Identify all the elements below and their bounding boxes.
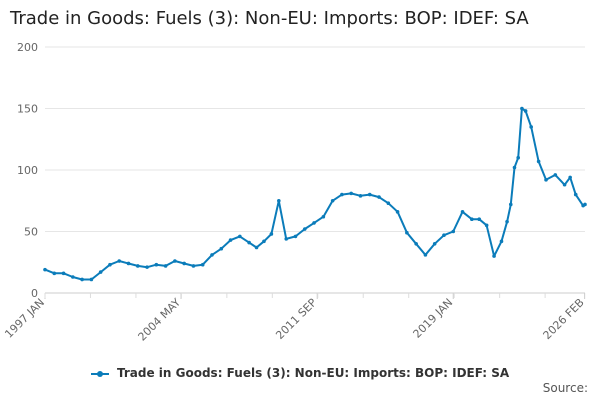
data-point[interactable] <box>432 242 437 246</box>
data-point[interactable] <box>61 271 66 276</box>
series-line <box>44 107 586 281</box>
chart-title: Trade in Goods: Fuels (3): Non-EU: Impor… <box>10 8 529 29</box>
data-point[interactable] <box>89 277 94 282</box>
data-point[interactable] <box>269 232 274 236</box>
data-point[interactable] <box>340 192 344 197</box>
data-point[interactable] <box>484 223 489 228</box>
data-point[interactable] <box>520 106 524 111</box>
data-point[interactable] <box>247 240 251 245</box>
data-point[interactable] <box>312 221 316 225</box>
data-point[interactable] <box>210 253 214 257</box>
data-point[interactable] <box>423 253 428 257</box>
data-point[interactable] <box>470 217 474 221</box>
x-tick-label: 2011 SEP <box>273 296 319 342</box>
data-point[interactable] <box>254 245 259 250</box>
data-point[interactable] <box>163 264 168 268</box>
data-point[interactable] <box>43 267 47 272</box>
data-point[interactable] <box>477 217 482 221</box>
data-point[interactable] <box>228 238 233 242</box>
data-point[interactable] <box>284 237 289 241</box>
data-point[interactable] <box>71 275 75 279</box>
y-axis-ticks: 0 50 100 150 200 <box>17 41 38 300</box>
data-point[interactable] <box>512 165 517 170</box>
data-point[interactable] <box>293 234 298 239</box>
data-point[interactable] <box>395 210 400 214</box>
y-tick-label: 50 <box>24 226 38 239</box>
source-label: Source: <box>542 381 588 395</box>
data-point[interactable] <box>367 192 372 197</box>
data-point[interactable] <box>145 265 149 269</box>
data-point[interactable] <box>219 246 224 251</box>
data-point[interactable] <box>358 194 363 198</box>
data-point[interactable] <box>200 262 205 267</box>
data-point[interactable] <box>135 264 140 268</box>
data-point[interactable] <box>262 239 266 244</box>
data-point[interactable] <box>544 178 548 182</box>
data-point[interactable] <box>516 155 520 160</box>
data-point[interactable] <box>405 230 409 235</box>
data-point[interactable] <box>182 261 186 266</box>
data-point[interactable] <box>492 254 496 258</box>
data-point[interactable] <box>583 202 587 207</box>
series-layer <box>43 106 587 282</box>
data-point[interactable] <box>277 198 281 203</box>
data-point[interactable] <box>117 259 122 263</box>
data-point[interactable] <box>321 214 326 219</box>
data-point[interactable] <box>523 109 528 113</box>
data-point[interactable] <box>529 125 533 129</box>
y-tick-label: 200 <box>17 41 38 54</box>
data-point[interactable] <box>377 195 381 199</box>
data-point[interactable] <box>414 242 418 246</box>
data-point[interactable] <box>154 262 159 267</box>
data-point[interactable] <box>505 219 509 224</box>
data-point[interactable] <box>330 198 335 203</box>
data-point[interactable] <box>451 229 456 234</box>
legend-swatch-icon <box>90 369 109 379</box>
x-tick-label: 1997 JAN <box>2 296 47 341</box>
data-point[interactable] <box>536 159 541 164</box>
data-point[interactable] <box>568 175 572 180</box>
y-tick-label: 100 <box>17 164 38 177</box>
data-point[interactable] <box>108 262 112 267</box>
data-point[interactable] <box>460 210 465 214</box>
x-tick-label: 2026 FEB <box>541 296 587 342</box>
x-tick-label: 2004 MAY <box>136 296 184 344</box>
data-point[interactable] <box>553 173 558 177</box>
data-point[interactable] <box>508 202 513 207</box>
x-axis-ticks: 1997 JAN 2004 MAY 2011 SEP 2019 JAN 2026 FEB <box>2 293 587 344</box>
data-point[interactable] <box>191 264 196 268</box>
grid-lines <box>45 46 585 294</box>
data-point[interactable] <box>302 227 307 231</box>
data-point[interactable] <box>562 182 567 187</box>
data-point[interactable] <box>573 192 578 197</box>
data-point[interactable] <box>238 234 242 239</box>
y-tick-label: 0 <box>31 287 38 300</box>
data-point[interactable] <box>80 277 84 282</box>
data-point[interactable] <box>386 201 391 206</box>
legend[interactable]: Trade in Goods: Fuels (3): Non-EU: Impor… <box>0 366 600 380</box>
x-tick-label: 2019 JAN <box>411 296 456 341</box>
data-point[interactable] <box>499 239 504 244</box>
data-point[interactable] <box>442 233 446 237</box>
data-point[interactable] <box>173 259 177 263</box>
data-point[interactable] <box>126 261 131 266</box>
data-point[interactable] <box>98 270 103 274</box>
data-point[interactable] <box>52 271 57 276</box>
data-point[interactable] <box>349 191 353 196</box>
legend-label: Trade in Goods: Fuels (3): Non-EU: Impor… <box>117 366 510 380</box>
y-tick-label: 150 <box>17 103 38 116</box>
